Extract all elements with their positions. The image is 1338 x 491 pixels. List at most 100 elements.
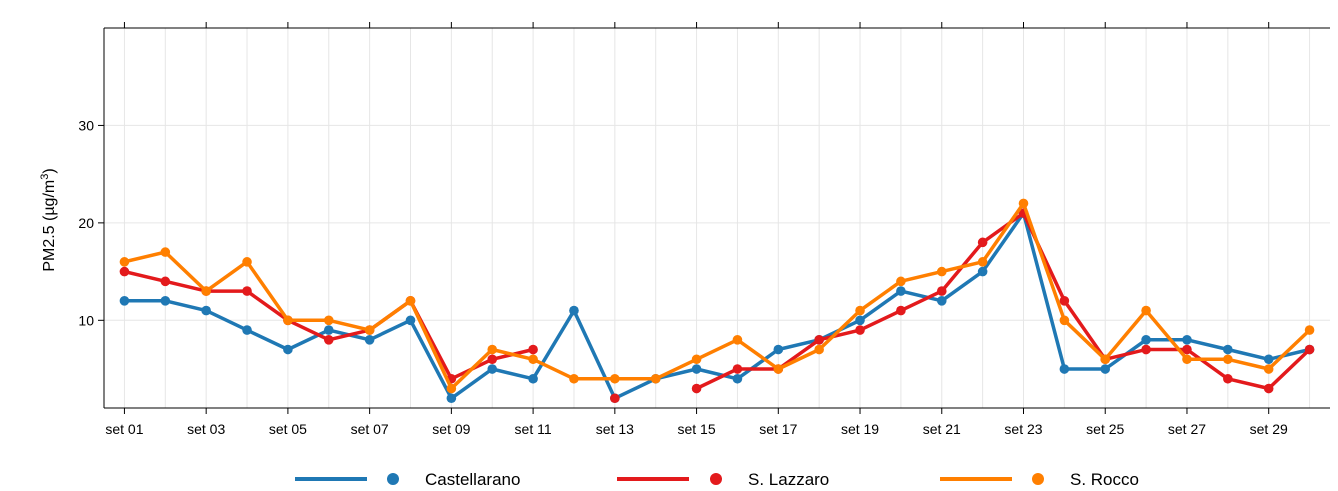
y-tick-label: 20 xyxy=(78,215,94,231)
data-point xyxy=(160,276,171,287)
x-tick-label: set 27 xyxy=(1168,421,1206,437)
data-point xyxy=(242,257,252,267)
data-point xyxy=(323,325,334,335)
legend-label: S. Rocco xyxy=(1070,470,1139,489)
data-point xyxy=(773,364,784,374)
data-point xyxy=(1100,354,1111,365)
data-point xyxy=(528,344,538,355)
data-point xyxy=(119,257,130,267)
y-axis-title-sup: 3 xyxy=(39,174,51,180)
data-point xyxy=(405,296,416,306)
x-tick-label: set 07 xyxy=(351,421,389,437)
x-tick-label: set 09 xyxy=(432,421,470,437)
data-point xyxy=(283,315,293,326)
data-point xyxy=(1263,354,1274,365)
legend: Castellarano S. Lazzaro S. Rocco xyxy=(295,470,1139,489)
series-2 xyxy=(119,198,1315,394)
x-tick-label: set 19 xyxy=(841,421,879,437)
data-point xyxy=(610,373,620,384)
data-point xyxy=(610,393,620,404)
data-point xyxy=(160,296,171,306)
data-point xyxy=(1263,364,1274,374)
x-tick-label: set 25 xyxy=(1086,421,1124,437)
data-point xyxy=(1059,315,1070,326)
series-lines xyxy=(119,198,1315,404)
data-point xyxy=(242,325,252,335)
data-point xyxy=(650,373,661,384)
data-point xyxy=(569,373,579,384)
x-tick-label: set 03 xyxy=(187,421,225,437)
x-tick-label: set 13 xyxy=(596,421,634,437)
data-point xyxy=(855,305,865,316)
data-point xyxy=(1141,334,1151,345)
data-point xyxy=(160,247,171,257)
series-0 xyxy=(119,208,1315,404)
series-line xyxy=(122,201,1312,391)
data-point xyxy=(896,305,906,316)
legend-dot-swatch xyxy=(1032,473,1044,485)
data-point xyxy=(732,364,743,374)
legend-item-0: Castellarano xyxy=(295,470,520,489)
data-point xyxy=(201,286,211,296)
data-point xyxy=(691,354,702,365)
y-axis-title: PM2.5 (µg/m3) xyxy=(39,168,58,271)
data-point xyxy=(855,325,865,335)
legend-label: Castellarano xyxy=(425,470,520,489)
data-point xyxy=(364,325,375,335)
data-point xyxy=(1223,373,1233,384)
data-point xyxy=(977,266,988,277)
data-point xyxy=(977,257,988,267)
data-point xyxy=(323,334,334,345)
data-point xyxy=(487,354,498,365)
data-point xyxy=(732,373,743,384)
data-point xyxy=(1059,364,1070,374)
data-point xyxy=(896,276,906,287)
data-point xyxy=(487,364,498,374)
y-tick-label: 30 xyxy=(78,117,94,133)
data-point xyxy=(201,305,211,316)
data-point xyxy=(364,334,375,345)
data-point xyxy=(119,266,130,277)
series-line xyxy=(122,211,1312,401)
x-tick-label: set 15 xyxy=(677,421,715,437)
data-point xyxy=(242,286,252,296)
data-point xyxy=(283,344,293,355)
data-point xyxy=(405,315,416,326)
y-axis-title-prefix: PM2.5 (µg/m xyxy=(41,180,58,272)
x-tick-label: set 23 xyxy=(1004,421,1042,437)
data-point xyxy=(1223,344,1233,355)
data-point xyxy=(977,237,988,248)
axes: set 01 set 03 set 05 set 07 set 09 set 11 set … xyxy=(78,22,1330,437)
data-point xyxy=(814,344,824,355)
data-point xyxy=(569,305,579,316)
legend-dot-swatch xyxy=(710,473,722,485)
data-point xyxy=(855,315,865,326)
data-point xyxy=(487,344,498,355)
data-point xyxy=(896,286,906,296)
data-point xyxy=(119,296,130,306)
x-tick-label: set 17 xyxy=(759,421,797,437)
data-point xyxy=(936,286,947,296)
data-point xyxy=(1059,296,1070,306)
data-point xyxy=(446,383,457,394)
y-axis-title-suffix: ) xyxy=(41,168,58,173)
data-point xyxy=(691,364,702,374)
data-point xyxy=(1018,198,1029,209)
data-point xyxy=(1304,344,1315,355)
data-point xyxy=(1182,354,1192,365)
legend-item-2: S. Rocco xyxy=(940,470,1139,489)
data-point xyxy=(691,383,702,394)
data-point xyxy=(323,315,334,326)
data-point xyxy=(936,266,947,277)
legend-item-1: S. Lazzaro xyxy=(617,470,829,489)
data-point xyxy=(446,393,457,404)
series-line xyxy=(694,211,1312,391)
data-point xyxy=(1182,344,1192,355)
data-point xyxy=(1100,364,1111,374)
x-tick-label: set 21 xyxy=(923,421,961,437)
data-point xyxy=(528,354,538,365)
data-point xyxy=(773,344,784,355)
x-tick-label: set 05 xyxy=(269,421,307,437)
data-point xyxy=(732,334,743,345)
data-point xyxy=(1141,305,1151,316)
